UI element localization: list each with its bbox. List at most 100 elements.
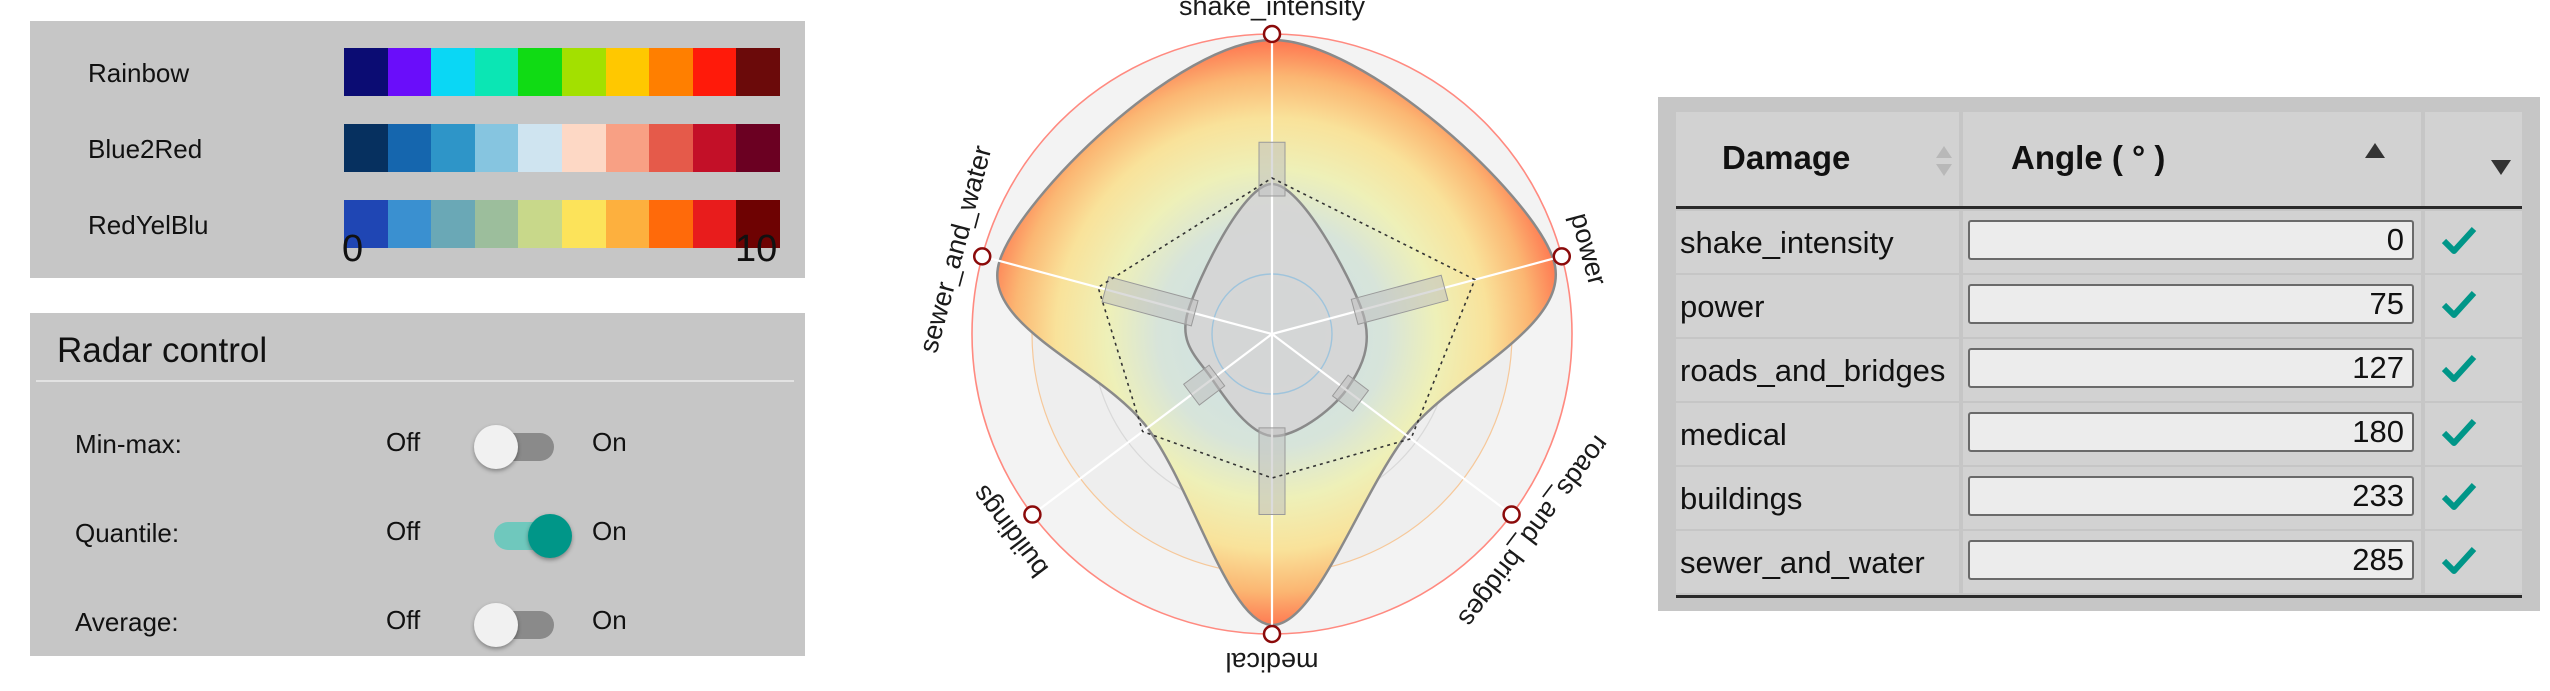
color-swatch bbox=[692, 48, 737, 96]
axis-drag-handle[interactable] bbox=[1023, 505, 1042, 524]
damage-name-cell: roads_and_bridges bbox=[1676, 339, 1959, 401]
damage-name-cell: sewer_and_water bbox=[1676, 531, 1959, 593]
color-scale-bar[interactable] bbox=[344, 200, 780, 248]
axis-drag-handle[interactable] bbox=[972, 247, 992, 266]
radar-quantile-box bbox=[1331, 374, 1370, 412]
radar-quantile-box bbox=[1258, 427, 1286, 515]
toggle-thumb[interactable] bbox=[474, 425, 518, 469]
radar-quantile-box bbox=[1350, 274, 1449, 326]
radar-quantile-box bbox=[1101, 276, 1199, 327]
angle-input[interactable] bbox=[1968, 348, 2414, 388]
check-cell[interactable] bbox=[2425, 403, 2522, 465]
table-row[interactable]: buildings bbox=[1658, 467, 2540, 531]
color-swatch bbox=[474, 124, 519, 172]
color-swatch bbox=[561, 200, 606, 248]
color-swatch bbox=[431, 200, 475, 248]
color-swatch bbox=[561, 48, 606, 96]
header-damage[interactable]: Damage bbox=[1676, 112, 1959, 206]
color-swatch bbox=[649, 124, 693, 172]
axis-drag-handle[interactable] bbox=[1262, 624, 1282, 644]
angle-input[interactable] bbox=[1968, 284, 2414, 324]
axis-drag-handle[interactable] bbox=[1262, 24, 1282, 44]
radar-axis-label: power bbox=[1565, 210, 1613, 289]
angle-input[interactable] bbox=[1968, 476, 2414, 516]
checkmark-icon[interactable] bbox=[2441, 417, 2477, 447]
color-scale-name: Rainbow bbox=[88, 58, 190, 88]
checkmark-icon[interactable] bbox=[2441, 289, 2477, 319]
quantile-toggle[interactable] bbox=[466, 512, 576, 560]
check-cell[interactable] bbox=[2425, 531, 2522, 593]
angle-input[interactable] bbox=[1968, 540, 2414, 580]
axis-drag-handle[interactable] bbox=[1502, 505, 1521, 524]
axis-drag-handle[interactable] bbox=[1552, 247, 1572, 266]
color-swatch bbox=[518, 200, 562, 248]
checkmark-icon[interactable] bbox=[2441, 353, 2477, 383]
color-scale-row-redyelblu[interactable]: RedYelBlu bbox=[30, 200, 805, 248]
table-row[interactable]: roads_and_bridges bbox=[1658, 339, 2540, 403]
color-swatch bbox=[387, 124, 432, 172]
color-scale-panel: Rainbow Blue2Red RedYelBlu 0 10 bbox=[30, 21, 805, 278]
average-toggle[interactable] bbox=[466, 601, 576, 649]
header-rule bbox=[1676, 206, 2522, 209]
table-row[interactable]: medical bbox=[1658, 403, 2540, 467]
checkmark-icon[interactable] bbox=[2441, 225, 2477, 255]
sort-icon[interactable] bbox=[1934, 144, 1954, 178]
color-scale-row-rainbow[interactable]: Rainbow bbox=[30, 48, 805, 96]
color-swatch bbox=[561, 124, 606, 172]
radar-axes bbox=[981, 34, 1563, 634]
radar-quantile-box bbox=[1182, 364, 1226, 406]
toggle-thumb[interactable] bbox=[474, 603, 518, 647]
color-scale-bar[interactable] bbox=[344, 124, 780, 172]
checkmark-icon[interactable] bbox=[2441, 481, 2477, 511]
color-scale-bar[interactable] bbox=[344, 48, 780, 96]
color-swatch bbox=[518, 124, 562, 172]
table-row[interactable]: sewer_and_water bbox=[1658, 531, 2540, 595]
radar-axis-line bbox=[1271, 333, 1513, 516]
toggle-on-label: On bbox=[592, 605, 627, 635]
color-swatch bbox=[692, 200, 737, 248]
header-angle[interactable]: Angle ( ° ) bbox=[1963, 112, 2421, 206]
color-swatch bbox=[605, 200, 650, 248]
table-row[interactable]: power bbox=[1658, 275, 2540, 339]
radar-control-title: Radar control bbox=[57, 331, 268, 370]
header-check[interactable] bbox=[2425, 112, 2522, 206]
damage-name: roads_and_bridges bbox=[1680, 353, 1946, 388]
angle-cell bbox=[1963, 275, 2421, 337]
check-cell[interactable] bbox=[2425, 275, 2522, 337]
check-cell[interactable] bbox=[2425, 339, 2522, 401]
radar-handles[interactable] bbox=[972, 24, 1572, 644]
color-scale-row-blue2red[interactable]: Blue2Red bbox=[30, 124, 805, 172]
scale-min-label: 0 bbox=[342, 228, 364, 270]
toggle-label: Min-max: bbox=[75, 429, 182, 459]
toggle-row-average: Average: Off On bbox=[30, 591, 805, 651]
color-swatch bbox=[605, 124, 650, 172]
toggle-label: Average: bbox=[75, 607, 179, 637]
angle-input[interactable] bbox=[1968, 220, 2414, 260]
chevron-down-icon[interactable] bbox=[2489, 156, 2513, 178]
color-swatch bbox=[344, 200, 388, 248]
table-row[interactable]: shake_intensity bbox=[1658, 211, 2540, 275]
color-swatch bbox=[431, 124, 475, 172]
radar-chart[interactable]: shake_intensitypowerroads_and_bridgesmed… bbox=[900, 0, 1620, 691]
header-damage-label: Damage bbox=[1722, 139, 1851, 176]
checkmark-icon[interactable] bbox=[2441, 545, 2477, 575]
color-swatch bbox=[474, 200, 519, 248]
footer-rule bbox=[1676, 595, 2522, 598]
radar-axis-line bbox=[1031, 333, 1273, 516]
toggle-off-label: Off bbox=[386, 427, 421, 457]
color-swatch bbox=[605, 48, 650, 96]
check-cell[interactable] bbox=[2425, 467, 2522, 529]
panel-divider bbox=[36, 380, 794, 382]
radar-axis-label: medical bbox=[1225, 647, 1318, 677]
toggle-row-quantile: Quantile: Off On bbox=[30, 502, 805, 562]
check-cell[interactable] bbox=[2425, 211, 2522, 273]
angle-cell bbox=[1963, 531, 2421, 593]
color-scale-name: Blue2Red bbox=[88, 134, 203, 164]
damage-name: power bbox=[1680, 289, 1765, 324]
angle-cell bbox=[1963, 403, 2421, 465]
angle-input[interactable] bbox=[1968, 412, 2414, 452]
angle-cell bbox=[1963, 211, 2421, 273]
toggle-thumb[interactable] bbox=[528, 514, 572, 558]
min-max-toggle[interactable] bbox=[466, 423, 576, 471]
sort-ascending-icon[interactable] bbox=[2363, 140, 2387, 162]
